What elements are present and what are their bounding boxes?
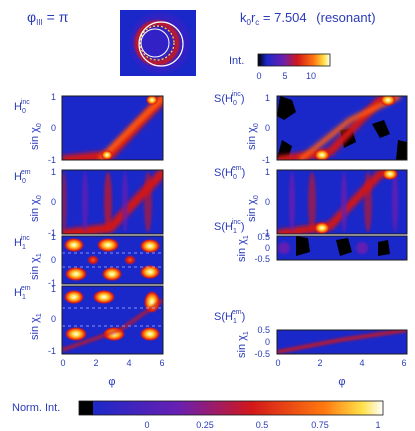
svg-text:6: 6	[159, 358, 164, 368]
intensity-colorbar-label: Int.	[229, 55, 244, 67]
y-axis-label: sin χ1	[236, 331, 250, 358]
svg-text:-0.5: -0.5	[254, 349, 270, 359]
y-axis-label: sin χ0	[246, 123, 260, 150]
y-axis-label: sin χ0	[29, 195, 43, 222]
svg-text:0: 0	[51, 123, 56, 133]
svg-text:0: 0	[265, 197, 270, 207]
panel-title: S(H0inc)	[214, 91, 244, 107]
svg-text:-1: -1	[48, 278, 56, 288]
panel-s-h1-em: 0.5 0 -0.5 S(H1em) sin χ1	[214, 309, 408, 359]
svg-text:1: 1	[51, 92, 56, 102]
svg-text:0: 0	[51, 314, 56, 324]
panel-s-h1-inc: 0.5 0 -0.5 S(H1inc) sin χ1	[214, 219, 408, 264]
svg-text:0.75: 0.75	[311, 420, 329, 430]
y-axis-label: sin χ1	[29, 253, 43, 280]
svg-text:k0rc = 7.504 (resonant): k0rc = 7.504 (resonant)	[240, 10, 376, 27]
intensity-tick: 10	[306, 71, 316, 81]
svg-text:1: 1	[265, 93, 270, 103]
svg-text:0: 0	[60, 358, 65, 368]
intensity-tick: 5	[282, 71, 287, 81]
panel-h0-inc: 1 0 -1 H0inc sin χ0	[14, 92, 164, 165]
svg-text:0: 0	[265, 123, 270, 133]
y-axis-label: sin χ0	[29, 123, 43, 150]
svg-text:4: 4	[359, 358, 364, 368]
x-axis-label: φ	[108, 376, 115, 388]
panel-title: S(H1inc)	[214, 219, 244, 235]
panel-h1-inc: 1 0 -1 H1inc sin χ1	[14, 232, 164, 288]
svg-text:1: 1	[51, 284, 56, 294]
svg-text:0.25: 0.25	[196, 420, 214, 430]
svg-text:2: 2	[317, 358, 322, 368]
svg-text:0.5: 0.5	[257, 325, 270, 335]
panel-s-h0-inc: 1 0 -1 S(H0inc) sin χ0	[214, 91, 408, 165]
wavenumber-label: k0rc = 7.504 (resonant)	[240, 10, 376, 27]
panel-h1-em: 1 0 -1 H1em sin χ1	[14, 284, 164, 356]
svg-text:-1: -1	[48, 228, 56, 238]
svg-text:0: 0	[265, 243, 270, 253]
norm-intensity-colorbar: Norm. Int. 0 0.25 0.5 0.75 1	[12, 400, 384, 430]
y-axis-label: sin χ0	[246, 195, 260, 222]
right-x-axis: 0 2 4 6 φ	[275, 358, 406, 388]
panel-title: S(H1em)	[214, 309, 245, 325]
intensity-tick: 0	[256, 71, 261, 81]
svg-text:0: 0	[144, 420, 149, 430]
panel-title: H1inc	[14, 235, 30, 251]
svg-text:-1: -1	[262, 155, 270, 165]
svg-text:1: 1	[265, 167, 270, 177]
phase-value: = π	[43, 9, 69, 25]
svg-text:0: 0	[275, 358, 280, 368]
phase-label: φIII = π	[27, 9, 69, 27]
svg-text:-0.5: -0.5	[254, 254, 270, 264]
svg-text:0: 0	[265, 337, 270, 347]
svg-text:6: 6	[401, 358, 406, 368]
svg-text:-1: -1	[48, 155, 56, 165]
panel-title: H0em	[14, 169, 31, 185]
panel-title: H0inc	[14, 99, 30, 115]
svg-text:1: 1	[51, 167, 56, 177]
svg-text:1: 1	[375, 420, 380, 430]
svg-text:2: 2	[93, 358, 98, 368]
y-axis-label: sin χ1	[236, 235, 250, 262]
svg-text:φIII = π: φIII = π	[27, 9, 69, 27]
svg-text:4: 4	[126, 358, 131, 368]
panel-s-h0-em: 1 0 -1 S(H0em) sin χ0	[214, 165, 408, 238]
panel-h0-em: 1 0 -1 H0em sin χ0	[14, 167, 164, 238]
panel-title: S(H0em)	[214, 165, 245, 181]
svg-text:1: 1	[51, 232, 56, 242]
svg-text:-1: -1	[262, 228, 270, 238]
y-axis-label: sin χ1	[29, 313, 43, 340]
intensity-colorbar: Int. 0 5 10	[229, 53, 331, 81]
panel-title: H1em	[14, 285, 31, 301]
left-x-axis: 0 2 4 6 φ	[60, 358, 164, 388]
svg-text:0.5: 0.5	[256, 420, 269, 430]
resonance-thumbnail	[120, 10, 196, 76]
svg-text:0.5: 0.5	[257, 232, 270, 242]
svg-text:-1: -1	[48, 346, 56, 356]
svg-text:0: 0	[51, 197, 56, 207]
phase-symbol: φ	[27, 9, 36, 25]
x-axis-label: φ	[338, 376, 345, 388]
svg-text:0: 0	[51, 255, 56, 265]
norm-colorbar-label: Norm. Int.	[12, 402, 60, 414]
phase-subscript: III	[36, 18, 43, 27]
